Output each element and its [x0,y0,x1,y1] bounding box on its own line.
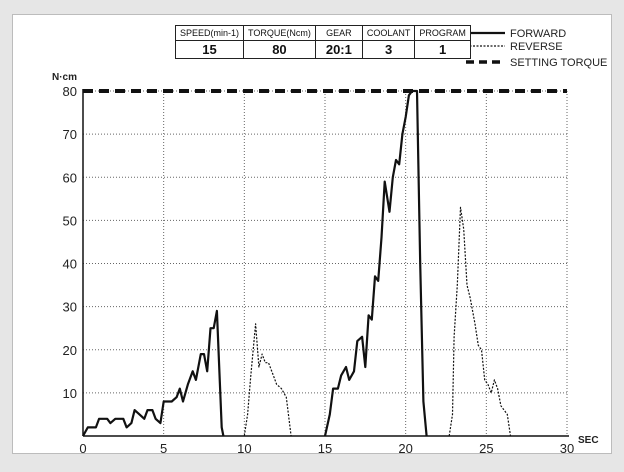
x-axis-label: SEC [578,435,599,446]
gear-value: 20:1 [314,40,363,59]
torque-header: TORQUE(Ncm) [243,25,316,41]
legend-label: FORWARD [510,28,566,40]
y-tick-label: 70 [63,127,77,142]
y-tick-label: 40 [63,257,77,272]
y-tick-label: 20 [63,343,77,358]
series-layer [82,89,567,437]
series-line-forward [82,89,428,437]
y-tick-label: 10 [63,386,77,401]
program-header: PROGRAM [414,25,471,41]
x-tick-label: 30 [560,441,574,456]
parameters-table: SPEED(min-1) TORQUE(Ncm) GEAR COOLANT PR… [174,25,471,59]
coolant-value: 3 [361,40,416,59]
y-tick-label: 30 [63,300,77,315]
speed-header: SPEED(min-1) [174,25,245,41]
x-tick-label: 5 [160,441,167,456]
tick-labels: 0 5 10 15 20 25 30 10 20 30 40 50 60 70 80 [63,84,575,456]
legend-label: REVERSE [510,41,563,53]
chart-panel [12,14,612,454]
parameters-header-row: SPEED(min-1) TORQUE(Ncm) GEAR COOLANT PR… [174,25,471,41]
y-tick-label: 60 [63,170,77,185]
coolant-header: COOLANT [361,25,416,41]
grid [83,90,568,436]
x-tick-label: 20 [398,441,412,456]
x-tick-label: 15 [318,441,332,456]
program-value: 1 [414,40,471,59]
gear-header: GEAR [314,25,363,41]
legend-label: SETTING TORQUE [510,57,607,69]
y-axis-label: N·cm [52,72,77,83]
x-tick-label: 25 [479,441,493,456]
series-line-reverse [243,206,512,437]
torque-value: 80 [243,40,316,59]
y-tick-label: 80 [63,84,77,99]
x-tick-label: 0 [79,441,86,456]
y-tick-label: 50 [63,213,77,228]
parameters-value-row: 15 80 20:1 3 1 [174,40,471,59]
speed-value: 15 [174,40,245,59]
x-tick-label: 10 [237,441,251,456]
axes [82,89,569,437]
